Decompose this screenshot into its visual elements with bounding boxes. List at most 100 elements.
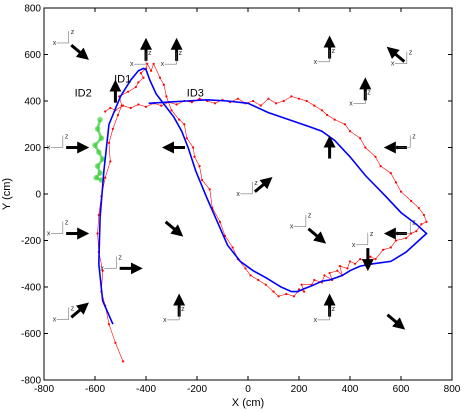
sensor-direction-marker: xz — [161, 37, 183, 68]
raw-estimate-point — [97, 213, 100, 217]
raw-estimate-point — [198, 165, 201, 168]
sensor-direction-marker: xz — [349, 77, 372, 108]
raw-estimate-point — [405, 237, 408, 240]
raw-estimate-point — [382, 248, 385, 251]
frame-z-label: z — [65, 134, 69, 141]
id2-track-point — [98, 135, 105, 141]
raw-estimate-point — [420, 223, 423, 226]
id2-track-point — [94, 126, 101, 132]
y-tick-label: -800 — [21, 376, 41, 387]
frame-z-label: z — [412, 220, 416, 227]
sensor-direction-marker: xz — [163, 293, 186, 324]
raw-estimate-point — [338, 264, 341, 268]
frame-z-label: z — [254, 180, 258, 187]
raw-estimate-point — [346, 267, 349, 270]
raw-estimate-point — [267, 97, 270, 100]
raw-estimate-point — [369, 255, 372, 258]
raw-estimate-point — [170, 109, 173, 112]
target-id-label: ID1 — [114, 73, 131, 85]
raw-estimate-point — [104, 176, 107, 179]
raw-estimate-point — [415, 230, 418, 233]
sensor-direction-marker: xz — [236, 176, 273, 198]
raw-estimate-point — [134, 85, 137, 89]
raw-estimate-point — [354, 262, 357, 265]
raw-estimate-point — [121, 104, 125, 107]
raw-estimate-point — [274, 102, 278, 105]
raw-estimate-point — [104, 110, 107, 113]
raw-estimate-point — [333, 118, 336, 121]
sensor-direction-marker: xz — [47, 220, 90, 240]
frame-x-label: x — [391, 61, 395, 68]
raw-estimate-point — [325, 113, 329, 117]
frame-z-label: z — [308, 213, 312, 220]
raw-estimate-point — [257, 278, 260, 282]
x-tick-label: -400 — [136, 384, 156, 395]
target-id-label: ID2 — [75, 87, 92, 99]
id2-track-point — [97, 116, 103, 123]
raw-estimate-point — [389, 246, 392, 249]
frame-z-label: z — [367, 90, 371, 97]
x-tick-label: 800 — [444, 384, 461, 395]
raw-estimate-point — [303, 290, 306, 293]
x-tick-label: -800 — [34, 384, 54, 395]
raw-estimate-point — [297, 97, 301, 100]
frame-x-label: x — [352, 242, 356, 249]
raw-estimate-point — [252, 99, 255, 103]
raw-estimate-point — [152, 62, 155, 65]
raw-estimate-point — [236, 97, 239, 100]
sensor-direction-marker — [164, 220, 184, 237]
frame-x-label: x — [394, 231, 398, 238]
raw-estimate-point — [323, 274, 326, 277]
raw-estimate-point — [348, 260, 352, 263]
raw-estimate-point — [272, 290, 275, 293]
raw-estimate-point — [150, 69, 153, 72]
frame-x-label: x — [100, 265, 104, 272]
raw-estimate-point — [114, 341, 117, 344]
raw-estimate-point — [185, 137, 188, 140]
raw-estimate-point — [359, 137, 362, 140]
raw-estimate-point — [109, 160, 112, 163]
x-tick-label: 600 — [393, 384, 410, 395]
raw-estimate-point — [282, 99, 285, 103]
frame-x-label: x — [236, 191, 240, 198]
frame-x-label: x — [53, 40, 57, 47]
x-axis-label: X (cm) — [232, 397, 264, 409]
y-tick-label: 800 — [24, 4, 41, 15]
raw-estimate-point — [379, 165, 382, 168]
frame-z-label: z — [65, 220, 69, 227]
raw-estimate-point — [162, 83, 165, 86]
id2-track-point — [92, 142, 98, 148]
raw-estimate-point — [137, 103, 140, 106]
raw-estimate-point — [328, 271, 331, 275]
direction-arrow — [70, 302, 89, 319]
raw-estimate-point — [277, 295, 280, 298]
id2-track-point — [97, 170, 103, 176]
raw-estimate-point — [320, 109, 324, 112]
sensor-direction-marker: xz — [53, 302, 89, 323]
raw-estimate-point — [374, 155, 377, 158]
raw-estimate-point — [231, 246, 234, 249]
raw-estimate-point — [111, 127, 114, 130]
frame-z-label: z — [179, 50, 183, 57]
raw-estimate-point — [208, 188, 211, 191]
frame-x-label: x — [349, 101, 353, 108]
frame-x-label: x — [314, 317, 318, 324]
raw-estimate-point — [343, 123, 346, 126]
raw-estimate-point — [144, 105, 148, 108]
y-tick-label: 600 — [24, 50, 41, 61]
raw-estimate-point — [364, 260, 367, 263]
raw-estimate-point — [394, 181, 397, 184]
raw-estimate-point — [146, 62, 149, 65]
id2-track-line — [93, 119, 105, 182]
raw-estimate-point — [394, 239, 397, 242]
sensor-direction-marker: xz — [130, 37, 152, 68]
frame-x-label: x — [47, 145, 51, 152]
y-tick-label: -600 — [21, 329, 41, 340]
y-tick-label: 0 — [35, 190, 41, 201]
frame-x-label: x — [394, 145, 398, 152]
frame-z-label: z — [332, 306, 336, 313]
y-axis-label: Y (cm) — [1, 178, 13, 210]
raw-estimate-point — [359, 258, 362, 261]
raw-estimate-point — [198, 97, 201, 100]
